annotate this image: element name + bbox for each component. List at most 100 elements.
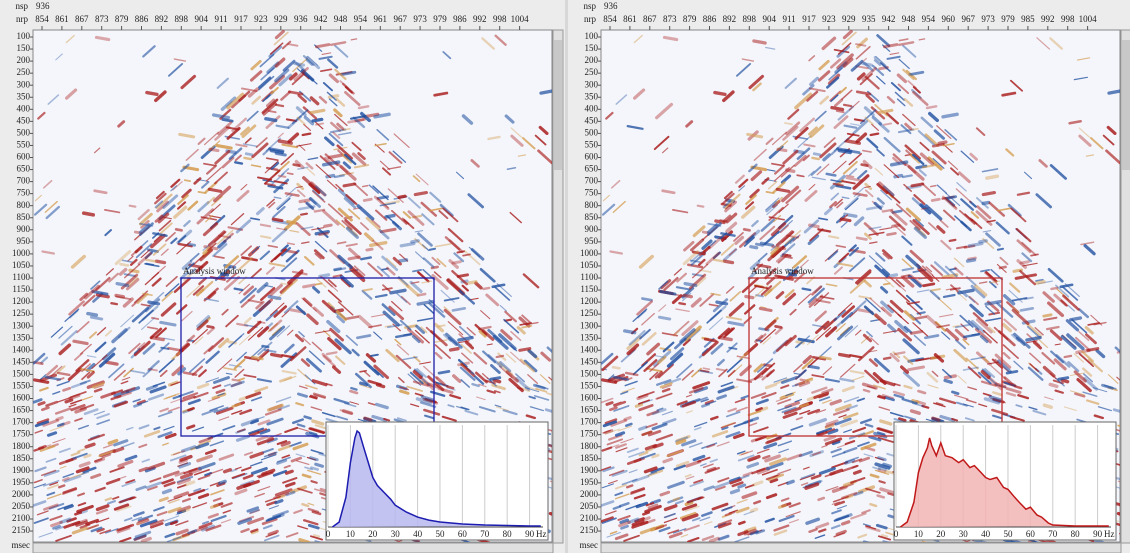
seismic-event [335,175,344,177]
nrp-label-value: 854 [603,14,617,24]
seismic-event [220,481,225,483]
time-label: 950 [17,236,31,246]
seismic-event [303,134,311,135]
seismic-event [252,357,262,359]
time-label: 2000 [12,489,31,499]
x-tick-label: 90 [1093,529,1103,539]
seismic-event [157,261,165,262]
time-label: 1100 [580,272,598,282]
app: nsp936nrp8548618678738798868928989049119… [0,0,1130,553]
unit-label: Hz [1104,529,1115,539]
nrp-label-value: 942 [882,14,896,24]
nrp-label-value: 998 [1061,14,1075,24]
seismic-event [1088,349,1098,351]
seismic-event [893,225,899,226]
seismic-event [375,114,389,117]
time-label: 1800 [12,441,31,451]
time-label: 500 [17,127,31,137]
seismic-event [210,149,218,150]
seismic-event [188,408,193,410]
seismic-event [847,176,853,177]
seismic-event [1007,371,1017,373]
seismic-event [183,509,188,511]
x-tick-label: 20 [368,529,378,539]
seismic-event [787,170,794,171]
x-tick-label: 30 [959,529,969,539]
seismic-event [266,119,276,121]
seismic-event [54,526,60,528]
nrp-label-value: 948 [902,14,916,24]
seismic-event [1000,267,1006,268]
seismic-event [777,189,789,191]
seismic-event [607,403,612,405]
x-tick-label: 10 [346,529,356,539]
seismic-event [945,380,951,382]
seismic-event [365,418,371,420]
nrp-label-value: 911 [215,14,228,24]
seismic-event [912,129,918,130]
seismic-event [924,284,934,286]
seismic-event [788,481,793,483]
seismic-event [276,501,282,503]
seismic-event [664,37,676,39]
seismic-event [75,512,80,514]
seismic-event [469,282,476,283]
seismic-event [912,411,920,413]
nrp-label-value: 992 [473,14,487,24]
nrp-label-value: 986 [453,14,467,24]
time-label: 1700 [12,417,31,427]
seismic-event [739,522,744,524]
time-label: 2000 [580,489,599,499]
x-tick-label: 60 [1026,529,1036,539]
seismic-event [311,481,316,483]
seismic-event [812,158,818,159]
seismic-event [117,284,128,286]
time-label: 1400 [580,344,599,354]
time-label: 2150 [12,525,31,535]
x-tick-label: 20 [936,529,946,539]
nrp-label-value: 935 [862,14,876,24]
nrp-label-value: 861 [55,14,69,24]
time-label: 1250 [12,308,31,318]
seismic-event [766,192,773,193]
seismic-event [626,424,631,426]
time-label: 250 [585,67,599,77]
seismic-event [288,173,293,174]
seismic-event [171,522,176,524]
seismic-event [320,233,328,234]
seismic-event [401,391,408,393]
nrp-label-value: 898 [175,14,189,24]
seismic-event [269,297,279,299]
time-label: 1750 [12,429,31,439]
nrp-label-value: 879 [683,14,697,24]
seismic-event [820,357,830,359]
nrp-label-value: 973 [413,14,427,24]
seismic-event [841,219,850,221]
time-label: 950 [585,236,599,246]
x-tick-label: 80 [1071,529,1081,539]
seismic-event [717,302,727,304]
seismic-event [864,390,869,392]
nrp-label-value: 929 [842,14,856,24]
time-label: 800 [585,200,599,210]
nrp-label-value: 961 [374,14,388,24]
x-tick-label: 70 [480,529,490,539]
seismic-event [316,123,323,124]
seismic-event [779,505,785,507]
nsp-label: nsp [15,1,28,11]
seismic-event [776,326,781,327]
time-label: 1850 [580,453,599,463]
nrp-label-value: 917 [802,14,816,24]
nrp-label-value: 973 [981,14,995,24]
seismic-event [329,155,341,157]
seismic-event [491,378,500,380]
seismic-event [66,400,72,402]
nrp-label-value: 867 [75,14,89,24]
seismic-event [636,404,641,406]
nrp-label-value: 904 [762,14,776,24]
seismic-event [453,262,460,263]
time-label: 700 [17,176,31,186]
seismic-event [415,193,426,195]
seismic-event [714,260,723,262]
time-label: 1900 [580,465,599,475]
